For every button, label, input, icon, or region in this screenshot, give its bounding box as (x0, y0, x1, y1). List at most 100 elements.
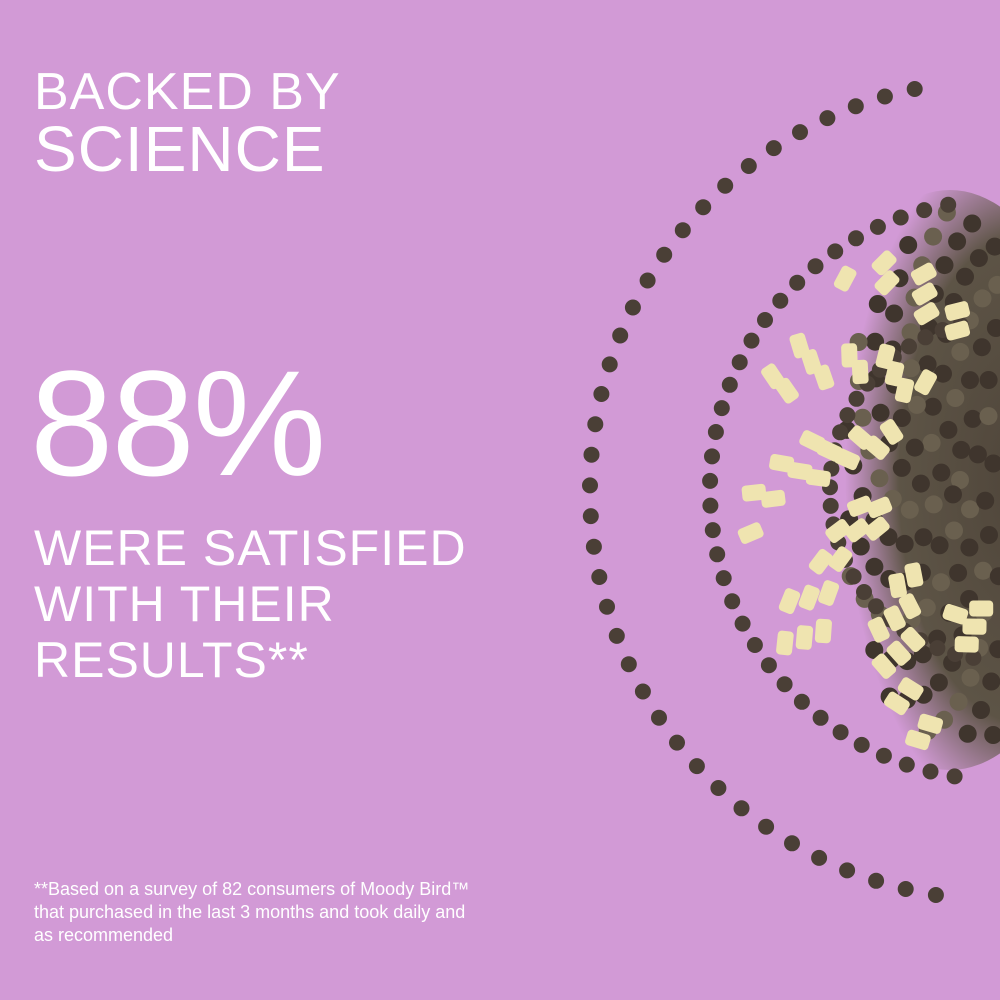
pile-seed (951, 342, 970, 361)
seed (702, 497, 719, 514)
seed (772, 292, 789, 309)
headline-line-1: BACKED BY (34, 63, 341, 121)
seed (789, 274, 806, 291)
root-piece (905, 729, 931, 751)
pile-seed (963, 409, 982, 428)
seed (784, 835, 800, 852)
pile-seed (972, 338, 991, 357)
seed (608, 627, 625, 644)
seed (898, 756, 915, 773)
root-piece (875, 343, 896, 370)
seed (827, 243, 844, 260)
seed (853, 736, 870, 753)
pile-seed (914, 528, 933, 547)
pile-seed (930, 536, 949, 555)
root-piece (818, 580, 840, 606)
root-piece (897, 677, 924, 701)
seed (869, 218, 886, 235)
seed (612, 327, 629, 344)
pile-seed (984, 726, 1000, 744)
seed (620, 656, 637, 673)
seed (695, 199, 712, 216)
pile-seed (976, 491, 995, 510)
seed (639, 272, 656, 289)
seed (733, 800, 750, 817)
pile-seed (986, 319, 1000, 337)
root-piece (833, 265, 857, 292)
root-piece (910, 262, 937, 286)
pile-seed (924, 495, 943, 514)
product-illustration (582, 81, 1000, 903)
pile-seed (939, 420, 958, 439)
root-piece (864, 516, 890, 541)
root-piece (741, 483, 767, 502)
seed (856, 584, 872, 600)
seed (702, 472, 719, 489)
root-piece (795, 625, 814, 650)
seed (897, 881, 914, 897)
satisfaction-claim: WERE SATISFIED WITH THEIR RESULTS** (34, 520, 467, 688)
root-piece (866, 496, 893, 519)
seed (848, 390, 865, 407)
seed (757, 312, 773, 328)
root-piece (760, 489, 786, 508)
seed (724, 593, 741, 610)
pile-seed (885, 304, 904, 323)
pile-seed (972, 701, 990, 719)
seed (713, 400, 730, 417)
seed (707, 424, 724, 440)
pile-seed (932, 463, 951, 482)
seed (709, 546, 726, 563)
pile-seed (961, 371, 979, 390)
root-piece (944, 301, 971, 321)
seed (710, 780, 727, 796)
seed (868, 598, 884, 615)
seed (848, 230, 864, 247)
seed (793, 693, 810, 710)
root-piece (847, 425, 874, 450)
root-piece (867, 616, 890, 643)
seed (822, 497, 839, 514)
pile-seed (980, 526, 998, 544)
seed (965, 649, 982, 666)
pile-seed (960, 538, 979, 557)
pile-seed (853, 408, 872, 427)
root-piece (825, 518, 851, 544)
pile-seed (899, 236, 918, 254)
root-piece (828, 546, 853, 572)
root-piece (871, 250, 897, 276)
root-piece (798, 584, 820, 611)
pile-seed (923, 397, 942, 416)
pile-seed (979, 371, 998, 389)
seed (582, 477, 598, 494)
footnote-line-3: as recommended (34, 925, 174, 945)
root-piece (883, 605, 906, 632)
root-piece (913, 302, 940, 326)
pile-seed (949, 692, 968, 711)
seed (917, 329, 934, 346)
root-piece (841, 343, 858, 368)
pile-seed (902, 359, 921, 378)
seed (929, 640, 946, 657)
headline: BACKED BY SCIENCE (34, 63, 341, 181)
seed (583, 446, 600, 463)
seed (704, 448, 720, 465)
seed (740, 158, 757, 174)
seed (656, 246, 673, 263)
pile-seed (929, 673, 948, 692)
seed (807, 258, 824, 275)
root-piece (942, 603, 969, 625)
root-piece (787, 461, 813, 481)
seed (651, 709, 667, 726)
seed (601, 356, 618, 373)
pile-seed (979, 407, 998, 426)
pile-seed (963, 214, 982, 233)
pile-seed (946, 389, 965, 407)
pile-seed (922, 433, 941, 452)
pile-seed (952, 440, 971, 459)
footnote-line-2: that purchased in the last 3 months and … (34, 902, 466, 922)
pile-seed (989, 640, 1000, 659)
pile-seed (988, 275, 1000, 294)
seed (875, 747, 892, 764)
seed (868, 872, 885, 889)
